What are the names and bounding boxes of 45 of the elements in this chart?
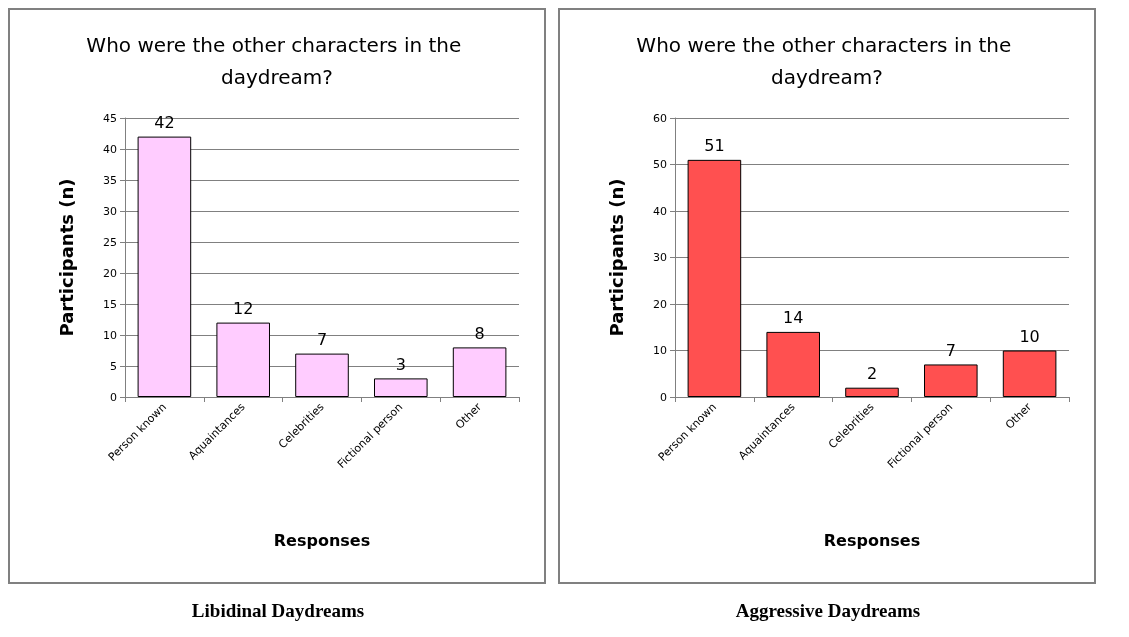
y-tick-label: 20 <box>103 266 117 280</box>
chart-title: Who were the other characters in the daydream? <box>636 33 1018 89</box>
y-tick-label: 30 <box>103 204 117 218</box>
y-tick-label: 40 <box>653 204 667 218</box>
y-tick-label: 10 <box>103 328 117 342</box>
y-axis-title: Participants (n) <box>55 178 77 337</box>
bar <box>216 322 270 397</box>
y-tick-label: 35 <box>103 173 117 187</box>
bar <box>766 331 820 397</box>
bar <box>1002 350 1057 397</box>
data-label: 10 <box>1019 327 1040 346</box>
y-tick-label: 45 <box>103 111 117 125</box>
data-label: 3 <box>395 354 406 374</box>
bar <box>295 353 349 397</box>
y-tick-label: 15 <box>103 297 117 311</box>
data-label: 2 <box>866 364 878 384</box>
y-tick-label: 30 <box>653 251 667 264</box>
chart-title: Who were the other characters in the daydream? <box>86 33 468 89</box>
y-tick-label: 5 <box>110 359 117 373</box>
data-label: 7 <box>945 340 956 360</box>
data-label: 7 <box>316 330 328 350</box>
bar <box>845 387 899 397</box>
data-label: 12 <box>233 299 254 319</box>
data-label: 42 <box>154 113 175 133</box>
y-axis-title: Participants (n) <box>605 178 627 337</box>
y-tick-label: 25 <box>103 235 117 249</box>
y-tick-label: 0 <box>660 390 667 404</box>
bar <box>452 347 507 397</box>
y-tick-label: 0 <box>110 390 117 404</box>
text: Libidinal Daydreams <box>190 600 366 622</box>
text: Aggressive Daydreams <box>734 600 922 622</box>
bar <box>137 136 192 397</box>
y-tick-label: 20 <box>653 297 667 311</box>
bar <box>374 378 428 397</box>
y-tick-label: 60 <box>653 111 667 125</box>
x-axis-title: Responses <box>823 530 921 550</box>
y-tick-label: 10 <box>653 344 667 357</box>
y-tick-label: 50 <box>653 158 667 171</box>
bar <box>687 159 742 397</box>
y-tick-label: 40 <box>103 142 117 156</box>
data-label: 14 <box>783 308 804 328</box>
bar <box>924 364 978 397</box>
data-label: 51 <box>704 136 725 156</box>
data-label: 8 <box>474 323 485 343</box>
x-axis-title: Responses <box>273 530 371 550</box>
